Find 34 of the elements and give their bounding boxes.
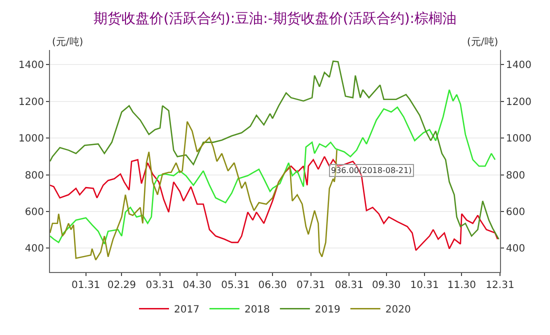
y-tick-label: 1400 xyxy=(18,60,44,72)
y2-tick-label: 1400 xyxy=(506,60,532,72)
y2-tick-label: 1200 xyxy=(506,96,532,108)
y2-tick-label: 400 xyxy=(506,244,526,255)
x-tick-label: 07.31 xyxy=(296,280,326,291)
x-tick-label: 04.30 xyxy=(182,280,212,291)
y2-axis-title: (元/吨) xyxy=(467,36,498,48)
y-tick-label: 400 xyxy=(24,244,44,255)
x-tick-label: 06.30 xyxy=(258,280,287,291)
y-axis-title: (元/吨) xyxy=(52,36,84,48)
x-tick-label: 02.29 xyxy=(107,280,136,291)
x-tick-label: 10.31 xyxy=(410,280,439,291)
x-tick-label: 09.30 xyxy=(372,280,401,291)
x-tick-label: 12.31 xyxy=(486,280,514,291)
legend-label: 2020 xyxy=(385,304,411,316)
y-tick-label: 1200 xyxy=(18,96,44,108)
y2-tick-label: 1000 xyxy=(506,134,532,145)
legend-label: 2018 xyxy=(244,304,270,316)
y-tick-label: 800 xyxy=(24,170,44,182)
x-tick-label: 05.31 xyxy=(221,280,250,291)
y-tick-label: 600 xyxy=(24,206,44,218)
y2-tick-label: 600 xyxy=(506,206,526,218)
x-tick-label: 03.31 xyxy=(146,280,174,291)
legend-label: 2019 xyxy=(314,304,340,316)
chart-title: 期货收盘价(活跃合约):豆油:-期货收盘价(活跃合约):棕榈油 xyxy=(93,11,457,28)
x-tick-label: 01.31 xyxy=(72,280,100,291)
x-tick-label: 08.31 xyxy=(334,280,364,291)
x-tick-label: 11.30 xyxy=(447,280,476,291)
line-series xyxy=(50,60,500,240)
y-tick-label: 1000 xyxy=(18,134,44,145)
line-series xyxy=(50,89,496,245)
legend-label: 2017 xyxy=(174,304,200,316)
line-series xyxy=(50,156,498,251)
y2-tick-label: 800 xyxy=(506,170,526,182)
